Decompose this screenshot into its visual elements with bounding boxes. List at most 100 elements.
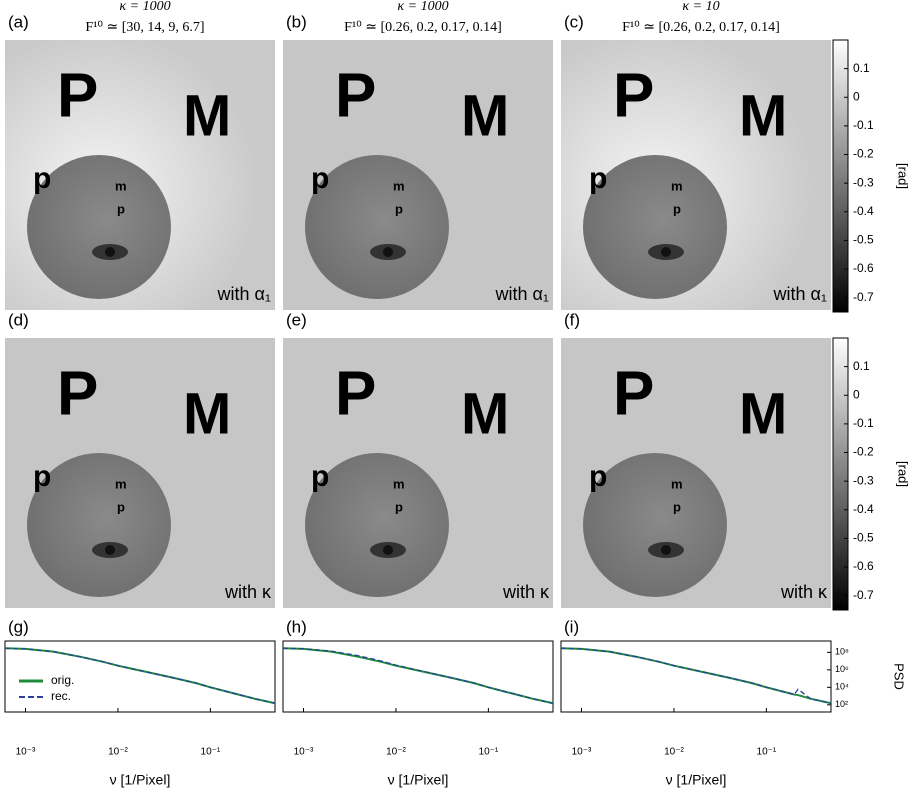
psd-line [561,648,831,703]
image-letter: p [395,201,403,216]
image-letter: p [589,162,607,195]
psd-line [561,648,831,703]
figure: PMpmp(a)with α₁κ = 1000F¹⁰ ≃ [30, 14, 9,… [0,0,911,796]
x-tick-label: 10⁻¹ [201,747,221,758]
colorbar-tick-label: -0.7 [853,588,874,602]
panel-label: (b) [286,12,307,31]
panel-label: (f) [564,310,580,329]
image-letter: p [589,460,607,493]
colorbar-tick-label: -0.4 [853,204,874,218]
image-letter: p [33,460,51,493]
x-tick-label: 10⁻¹ [757,747,777,758]
image-letter: M [739,381,787,446]
legend-label: rec. [51,689,71,703]
colorbar-tick-label: -0.5 [853,233,874,247]
x-axis-label: ν [1/Pixel] [388,772,449,788]
x-tick-label: 10⁻² [664,747,684,758]
image-letter: M [461,83,509,148]
image-letter: M [183,83,231,148]
image-letter: P [335,359,376,428]
panel-caption: with α₁ [773,284,828,304]
image-eye-iris [661,247,671,257]
x-axis-label: ν [1/Pixel] [110,772,171,788]
image-letter: M [183,381,231,446]
x-tick-label: 10⁻² [386,747,406,758]
panel-subtitle: F¹⁰ ≃ [0.26, 0.2, 0.17, 0.14] [622,20,780,35]
image-letter: p [33,162,51,195]
image-letter: M [739,83,787,148]
panel-label: (c) [564,12,584,31]
image-letter: p [117,499,125,514]
image-letter: M [461,381,509,446]
y-tick-label: 10⁶ [835,664,849,674]
panel-title: κ = 1000 [119,0,170,14]
y-tick-label: 10⁴ [835,682,849,692]
panel-label: (g) [8,617,29,636]
colorbar-tick-label: -0.3 [853,473,874,487]
image-letter: P [613,61,654,130]
image-eye-iris [383,247,393,257]
x-axis-label: ν [1/Pixel] [666,772,727,788]
psd-line [5,648,275,703]
image-letter: P [57,359,98,428]
panel-caption: with κ [224,582,272,602]
panel-label: (e) [286,310,307,329]
colorbar-label: [rad] [896,461,911,487]
image-letter: m [115,476,127,491]
colorbar-tick-label: -0.2 [853,147,874,161]
x-tick-label: 10⁻² [108,747,128,758]
image-letter: P [613,359,654,428]
image-letter: p [311,460,329,493]
y-tick-label: 10² [835,699,848,709]
panel-caption: with κ [780,582,828,602]
panel-label: (h) [286,617,307,636]
image-eye-iris [383,545,393,555]
image-letter: p [673,499,681,514]
legend-label: orig. [51,673,74,687]
x-tick-label: 10⁻¹ [479,747,499,758]
psd-line [283,648,553,703]
panel-label: (d) [8,310,29,329]
colorbar-tick-label: -0.7 [853,290,874,304]
image-letter: p [673,201,681,216]
colorbar-tick-label: -0.5 [853,531,874,545]
colorbar-tick-label: -0.3 [853,175,874,189]
colorbar-tick-label: 0 [853,387,860,401]
panel-caption: with α₁ [495,284,550,304]
x-tick-label: 10⁻³ [294,747,314,758]
x-tick-label: 10⁻³ [16,747,36,758]
colorbar-tick-label: -0.4 [853,502,874,516]
colorbar-tick-label: -0.6 [853,559,874,573]
panel-title: κ = 1000 [397,0,448,14]
y-axis-label: PSD [892,663,907,690]
image-letter: p [395,499,403,514]
colorbar-tick-label: -0.1 [853,416,874,430]
panel-label: (a) [8,12,29,31]
image-letter: P [335,61,376,130]
colorbar-tick-label: 0.1 [853,359,870,373]
image-letter: P [57,61,98,130]
panel-subtitle: F¹⁰ ≃ [30, 14, 9, 6.7] [85,20,204,35]
image-eye-iris [105,247,115,257]
image-letter: m [115,178,127,193]
psd-line [5,648,275,703]
image-eye-iris [105,545,115,555]
colorbar [833,338,848,610]
colorbar [833,40,848,312]
image-letter: m [393,178,405,193]
x-tick-label: 10⁻³ [572,747,592,758]
image-eye-iris [661,545,671,555]
panel-caption: with α₁ [217,284,272,304]
image-letter: m [671,476,683,491]
colorbar-tick-label: -0.1 [853,118,874,132]
y-tick-label: 10⁸ [835,647,849,657]
image-letter: p [311,162,329,195]
image-letter: m [671,178,683,193]
colorbar-tick-label: -0.2 [853,445,874,459]
image-letter: m [393,476,405,491]
panel-title: κ = 10 [682,0,719,14]
colorbar-tick-label: 0.1 [853,61,870,75]
psd-line [283,648,553,703]
panel-caption: with κ [502,582,550,602]
image-letter: p [117,201,125,216]
